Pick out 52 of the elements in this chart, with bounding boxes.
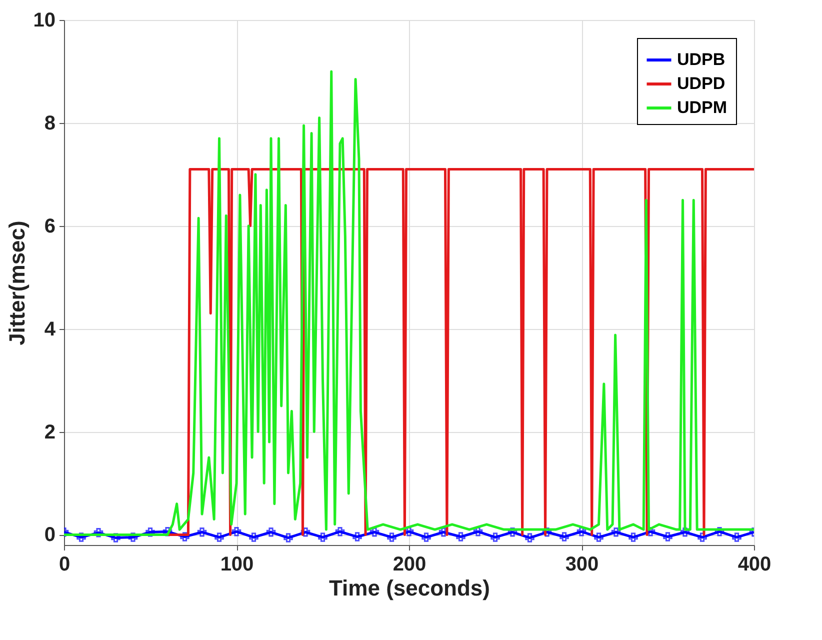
- x-axis-title: Time (seconds): [329, 576, 490, 600]
- x-tick-label: 0: [58, 554, 70, 576]
- point: [300, 528, 310, 537]
- point: [422, 532, 431, 542]
- y-tick-label: 0: [44, 524, 56, 546]
- point: [628, 532, 638, 542]
- x-tick-label: 100: [220, 554, 254, 576]
- x-tick-label: 300: [565, 554, 599, 576]
- point: [146, 528, 155, 537]
- point: [594, 532, 604, 542]
- point: [197, 528, 207, 537]
- point: [714, 526, 724, 536]
- point: [560, 532, 569, 542]
- point: [698, 532, 707, 542]
- point: [352, 532, 362, 542]
- point: [249, 532, 258, 542]
- point: [663, 532, 672, 542]
- point: [232, 526, 242, 536]
- point: [266, 528, 276, 537]
- point: [404, 526, 414, 536]
- legend-label: UDPD: [677, 74, 726, 93]
- y-axis-title: Jitter(msec): [4, 220, 30, 346]
- legend-label: UDPM: [677, 98, 728, 117]
- point: [680, 528, 690, 537]
- point: [732, 532, 742, 542]
- point: [214, 532, 224, 542]
- point: [94, 528, 104, 538]
- point: [111, 533, 120, 542]
- y-tick-label: 8: [44, 112, 56, 134]
- point: [456, 532, 466, 542]
- point: [370, 528, 380, 537]
- point: [525, 533, 534, 542]
- x-tick-label: 200: [392, 554, 426, 576]
- point: [508, 528, 518, 537]
- point: [576, 526, 586, 536]
- point: [318, 532, 328, 542]
- point: [335, 526, 345, 536]
- point: [611, 528, 621, 537]
- y-tick-label: 4: [44, 318, 56, 340]
- point: [76, 532, 86, 542]
- point: [387, 532, 396, 542]
- legend-label: UDPB: [677, 50, 726, 69]
- point: [284, 533, 293, 542]
- y-tick-label: 2: [44, 421, 56, 444]
- point: [473, 526, 483, 536]
- y-tick-label: 10: [33, 10, 56, 32]
- point: [128, 532, 138, 542]
- point: [180, 532, 190, 542]
- point: [490, 532, 500, 542]
- x-tick-label: 400: [738, 554, 772, 576]
- line-series: [64, 70, 754, 536]
- y-tick-label: 6: [44, 215, 56, 238]
